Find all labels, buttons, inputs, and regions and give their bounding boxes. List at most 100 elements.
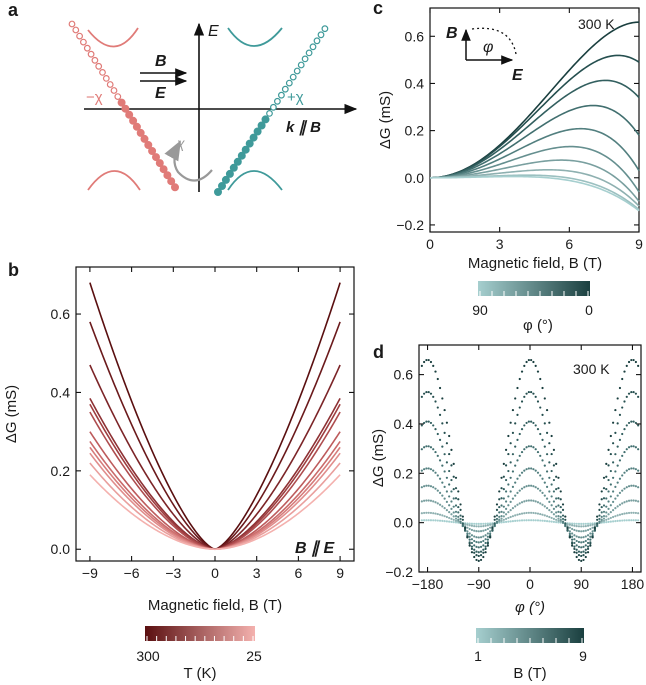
left-cone-state (140, 134, 149, 143)
data-point (504, 513, 508, 516)
panel-b-colorbar-ticks (146, 636, 254, 641)
data-point (502, 521, 505, 524)
data-point (527, 484, 530, 487)
data-point (589, 535, 592, 538)
data-point (509, 476, 512, 479)
data-point (425, 467, 428, 470)
data-point (479, 525, 483, 528)
data-point (584, 548, 587, 551)
data-point (470, 534, 474, 537)
data-point (571, 522, 574, 525)
data-point (614, 507, 617, 510)
data-point (582, 536, 585, 539)
data-point (559, 498, 562, 501)
data-point (473, 529, 476, 532)
data-point (625, 395, 628, 398)
data-point (573, 528, 576, 532)
right-cone-state (257, 121, 266, 130)
data-point (420, 469, 423, 472)
data-point (504, 500, 508, 503)
data-point (468, 532, 471, 535)
data-point (618, 477, 622, 480)
data-point (580, 551, 583, 554)
panel-c-colorbar (478, 281, 590, 296)
data-point (489, 523, 492, 526)
data-point (598, 508, 601, 511)
data-point (555, 488, 558, 491)
data-point (425, 511, 428, 514)
data-point (436, 519, 439, 522)
data-point (621, 432, 624, 436)
panel-c-letter: c (373, 0, 383, 18)
data-point (550, 504, 553, 507)
x-tick-label: −180 (412, 576, 444, 592)
y-tick-label: 0.2 (51, 463, 71, 479)
data-point (568, 532, 571, 535)
left-cone-state (163, 171, 172, 180)
data-point (434, 450, 437, 454)
data-point (520, 471, 524, 474)
left-upper-band (87, 27, 139, 48)
data-point (541, 503, 544, 506)
panel-a: a E k ∥ B B E −χ +χ χ (8, 0, 358, 197)
data-point (507, 504, 510, 507)
inset-angle-label: φ (483, 39, 493, 56)
data-point (632, 420, 635, 423)
panel-d-ticks: −180 −90 0 90 180 −0.2 0.0 0.2 0.4 0.6 (385, 345, 644, 592)
right-lower-band (227, 170, 283, 191)
data-point (523, 512, 526, 515)
data-point (637, 512, 640, 515)
data-point (564, 518, 567, 521)
right-cone-state (281, 85, 289, 93)
data-point (443, 497, 446, 500)
data-point (452, 521, 455, 524)
right-cone-state (266, 109, 273, 117)
data-point (637, 486, 640, 489)
data-point (452, 518, 455, 521)
data-point (470, 538, 474, 541)
data-point (550, 516, 553, 520)
data-point (609, 483, 612, 486)
data-point (507, 469, 510, 473)
data-point (452, 511, 455, 514)
data-point (429, 519, 433, 522)
data-point (509, 515, 512, 519)
data-point (632, 519, 635, 522)
data-point (470, 528, 474, 532)
data-point (559, 515, 562, 518)
left-chirality-label: −χ (86, 89, 103, 106)
data-point (516, 491, 519, 495)
data-point (584, 551, 587, 554)
data-point (534, 448, 537, 451)
panel-b-colorbar-max: 25 (246, 648, 262, 664)
y-tick-label: 0.6 (51, 306, 71, 322)
data-point (577, 558, 581, 562)
data-point (550, 469, 553, 473)
right-cone-state (233, 157, 242, 166)
data-point (541, 459, 544, 462)
left-cone-state (125, 110, 134, 119)
panel-c-ticks: 0 3 6 9 −0.2 0.0 0.2 0.4 0.6 (396, 8, 643, 252)
data-point (448, 495, 451, 498)
right-cone-state (274, 97, 281, 105)
data-point (507, 452, 510, 456)
data-point (589, 524, 592, 527)
data-point (500, 514, 503, 518)
panel-b: b −9 −6 −3 0 3 6 9 0.0 0.2 0.4 0.6 Magnetic field,… (3, 260, 355, 682)
data-point (564, 522, 567, 525)
data-point (482, 524, 485, 528)
data-point (450, 478, 453, 482)
data-point (443, 485, 446, 488)
data-point (605, 475, 608, 478)
panel-c-frame (429, 7, 640, 233)
data-point (637, 469, 640, 472)
data-point (573, 522, 576, 525)
data-point (452, 462, 455, 465)
panel-d-temperature: 300 K (573, 361, 610, 377)
x-tick-label: −6 (124, 565, 140, 581)
data-point (621, 406, 624, 409)
data-point (534, 469, 537, 472)
data-point (625, 519, 628, 522)
data-point (545, 408, 549, 412)
data-point (550, 452, 553, 456)
